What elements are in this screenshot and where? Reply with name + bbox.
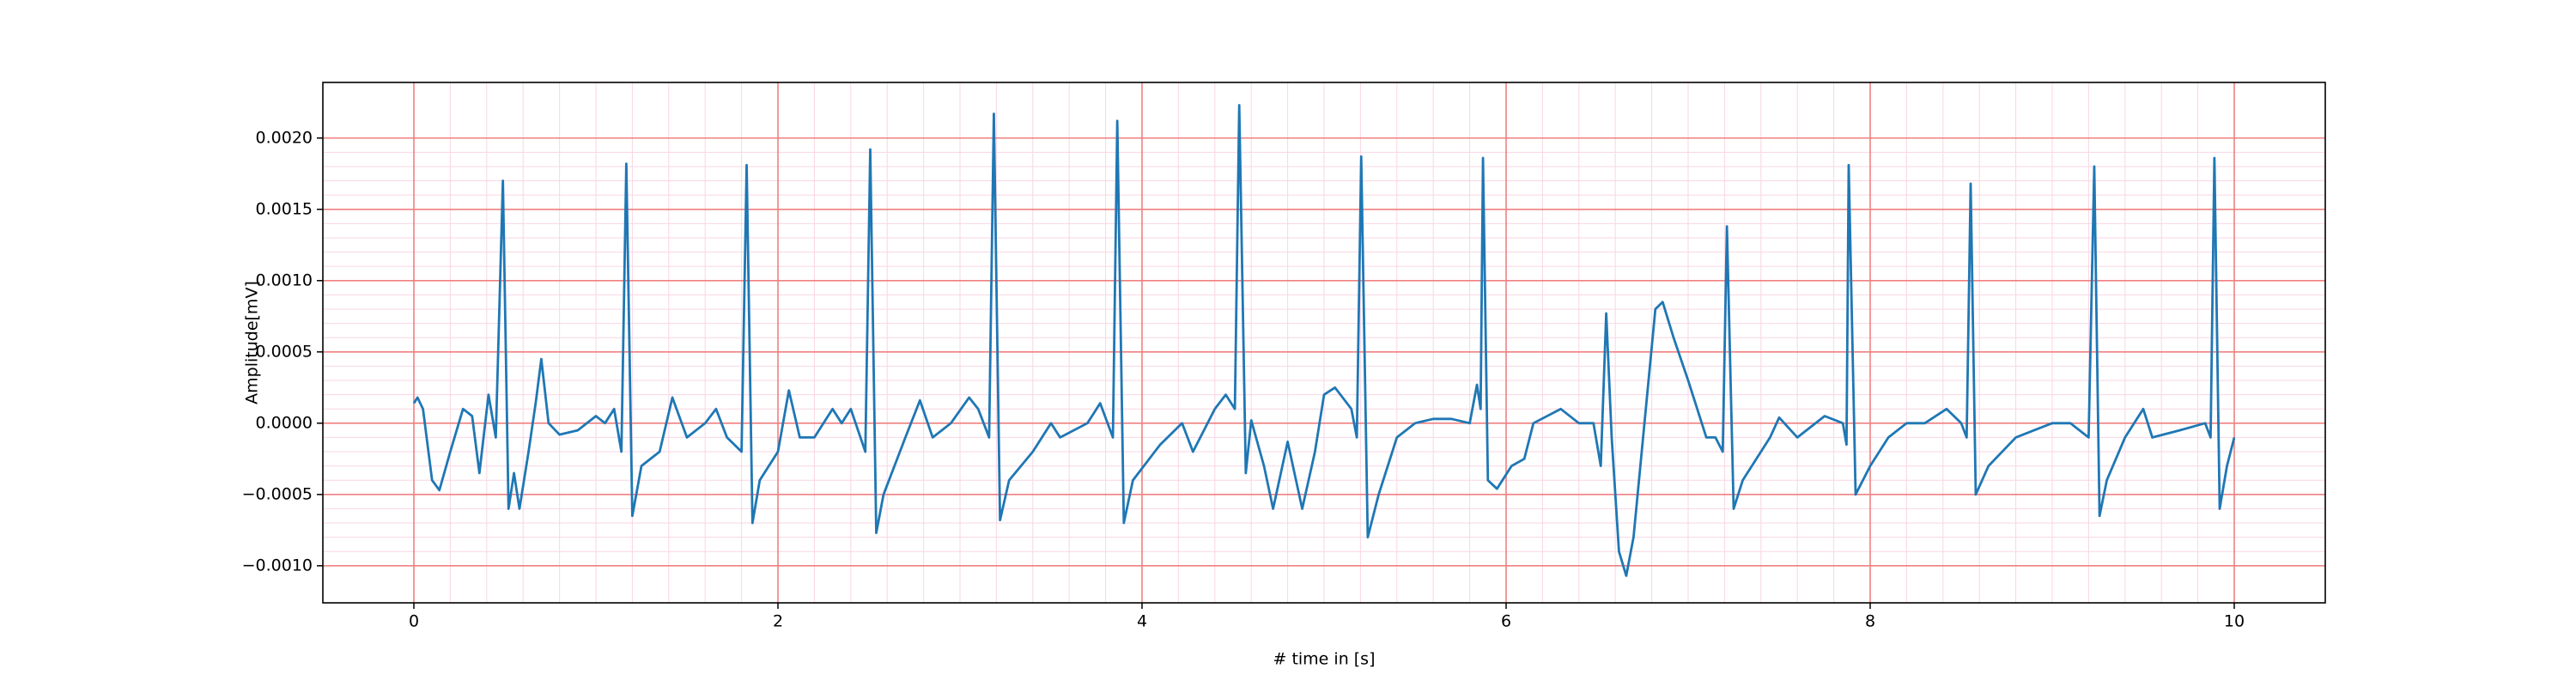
- y-tick-label: 0.0020: [256, 128, 313, 147]
- x-tick-label: 6: [1501, 612, 1511, 631]
- y-tick-label: 0.0015: [256, 199, 313, 218]
- y-axis-label: Amplitude[mV]: [243, 281, 262, 404]
- y-tick-label: 0.0005: [256, 342, 313, 361]
- plot-frame: [322, 82, 2326, 604]
- x-tick-label: 0: [409, 612, 419, 631]
- x-axis-label: # time in [s]: [1273, 650, 1375, 669]
- y-tick-label: −0.0005: [242, 484, 313, 503]
- ecg-line: [412, 104, 2236, 577]
- x-tick-label: 8: [1865, 612, 1875, 631]
- y-tick-label: 0.0000: [256, 413, 313, 432]
- y-tick-label: −0.0010: [242, 556, 313, 575]
- y-tick-label: 0.0010: [256, 271, 313, 289]
- x-tick-label: 10: [2224, 612, 2245, 631]
- x-tick-label: 2: [773, 612, 783, 631]
- x-tick-label: 4: [1137, 612, 1147, 631]
